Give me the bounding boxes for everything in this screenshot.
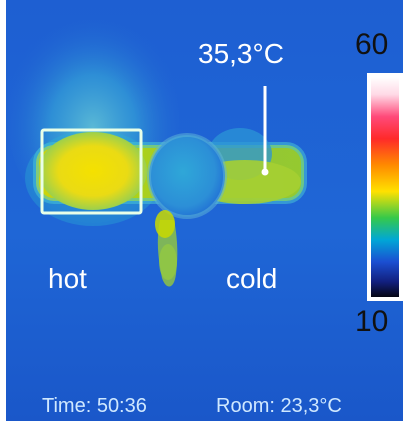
thermal-image-area: [6, 0, 403, 421]
cold-label: cold: [226, 263, 278, 294]
hot-label: hot: [48, 263, 87, 294]
scale-max-label: 60: [355, 28, 389, 61]
temperature-readout: 35,3°C: [198, 38, 284, 69]
room-temperature-readout: Room: 23,3°C: [216, 395, 342, 417]
thermal-image: [6, 0, 403, 421]
temperature-scale: [371, 77, 399, 297]
scale-min-label: 10: [355, 305, 389, 338]
time-readout: Time: 50:36: [42, 395, 147, 417]
measurement-box-hot: [40, 128, 143, 215]
readout-pointer-dot: [261, 168, 269, 176]
